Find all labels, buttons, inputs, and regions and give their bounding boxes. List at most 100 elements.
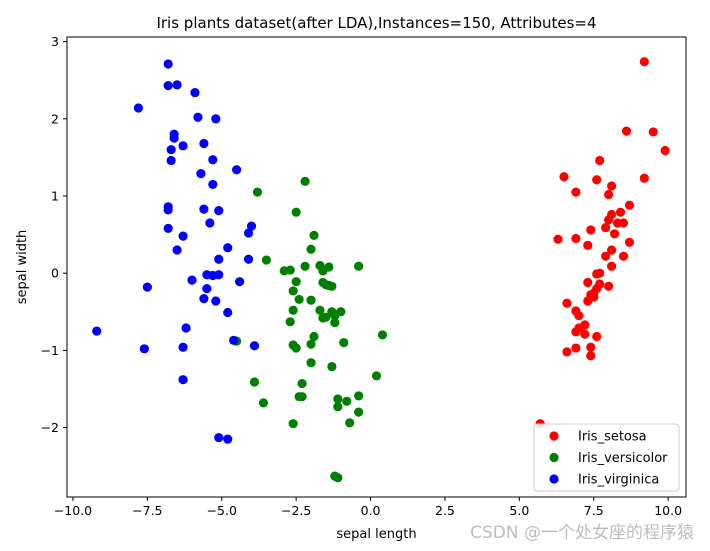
data-point xyxy=(169,133,179,143)
data-point xyxy=(285,317,295,327)
data-point xyxy=(232,165,242,175)
data-point xyxy=(571,343,581,353)
data-point xyxy=(660,145,670,156)
data-point xyxy=(208,270,218,281)
data-point xyxy=(196,169,206,179)
data-point xyxy=(223,243,233,253)
data-point xyxy=(592,331,602,342)
data-point xyxy=(223,434,233,444)
data-point xyxy=(223,307,233,318)
x-tick-label: −5.0 xyxy=(207,503,237,518)
data-point xyxy=(574,311,584,321)
x-axis-ticks: −10.0 −7.5 −5.0 −2.5 0.0 2.5 5.0 7.5 10.0 xyxy=(54,497,682,518)
data-point xyxy=(586,342,596,352)
data-point xyxy=(243,228,254,238)
data-point xyxy=(553,234,563,244)
data-point xyxy=(208,179,218,190)
legend-label: Iris_virginica xyxy=(578,473,659,488)
legend-marker xyxy=(549,474,559,484)
data-point xyxy=(586,225,596,235)
x-tick-label: 10.0 xyxy=(654,503,682,518)
data-point xyxy=(583,277,593,288)
data-point xyxy=(604,215,614,225)
data-point xyxy=(178,375,188,385)
data-point xyxy=(211,114,221,124)
data-point xyxy=(202,284,212,294)
data-point xyxy=(205,218,215,228)
data-point xyxy=(294,294,304,305)
data-point xyxy=(607,245,617,255)
data-point xyxy=(229,335,239,345)
x-tick-label: −2.5 xyxy=(281,503,311,518)
x-tick-label: 0.0 xyxy=(361,503,381,518)
data-point xyxy=(609,229,620,239)
data-point xyxy=(133,103,144,113)
y-axis-ticks: −2 −1 0 1 2 3 xyxy=(41,34,67,435)
data-point xyxy=(354,391,364,401)
data-point xyxy=(178,231,188,241)
data-point xyxy=(193,112,203,122)
data-point xyxy=(214,254,224,264)
data-point xyxy=(300,261,310,271)
data-point xyxy=(333,402,343,412)
data-point xyxy=(621,126,632,136)
x-tick-label: 5.0 xyxy=(509,503,529,518)
y-tick-label: 2 xyxy=(51,111,59,126)
legend-label: Iris_versicolor xyxy=(578,451,668,466)
data-point xyxy=(559,172,569,182)
data-point xyxy=(604,189,614,200)
data-point xyxy=(354,407,364,417)
data-point xyxy=(208,155,218,165)
data-point xyxy=(345,418,355,428)
data-point xyxy=(309,331,319,342)
x-tick-label: 2.5 xyxy=(435,503,455,518)
data-point xyxy=(306,358,316,368)
chart-title: Iris plants dataset(after LDA),Instances… xyxy=(156,14,596,32)
data-point xyxy=(211,296,221,306)
axes-frame xyxy=(66,36,687,498)
y-tick-label: −1 xyxy=(41,343,59,358)
data-point xyxy=(288,305,298,315)
data-point xyxy=(648,127,658,137)
y-tick-label: 3 xyxy=(51,34,59,49)
data-point xyxy=(279,266,289,276)
data-point xyxy=(306,339,316,349)
data-point xyxy=(306,244,316,254)
data-point xyxy=(601,251,611,261)
watermark-text: CSDN @一个处女座的程序猿 xyxy=(470,523,694,543)
x-tick-label: −10.0 xyxy=(54,503,92,518)
data-point xyxy=(583,240,593,250)
data-point xyxy=(333,394,343,404)
data-point xyxy=(595,155,605,166)
data-point xyxy=(199,138,209,149)
legend-label: Iris_setosa xyxy=(578,430,647,445)
data-point xyxy=(249,341,260,351)
data-point xyxy=(592,269,602,279)
series-iris-setosa xyxy=(535,57,670,429)
data-point xyxy=(166,145,176,155)
data-point xyxy=(178,141,188,151)
data-point xyxy=(181,323,191,333)
data-point xyxy=(309,230,319,240)
data-point xyxy=(163,59,173,69)
x-tick-label: 7.5 xyxy=(584,503,604,518)
legend: Iris_setosa Iris_versicolor Iris_virginica xyxy=(533,423,680,492)
data-point xyxy=(615,207,626,217)
data-point xyxy=(371,371,382,381)
data-point xyxy=(339,338,349,348)
data-point xyxy=(580,329,590,339)
data-point xyxy=(333,473,343,483)
data-point xyxy=(324,262,334,272)
data-point xyxy=(624,200,635,210)
series-iris-virginica xyxy=(92,59,260,444)
data-point xyxy=(243,254,254,264)
data-point xyxy=(291,277,301,287)
data-point xyxy=(172,80,182,90)
data-point xyxy=(618,251,629,261)
data-point xyxy=(214,432,224,443)
data-point xyxy=(199,204,209,214)
data-point xyxy=(586,351,596,361)
data-point xyxy=(291,207,301,217)
